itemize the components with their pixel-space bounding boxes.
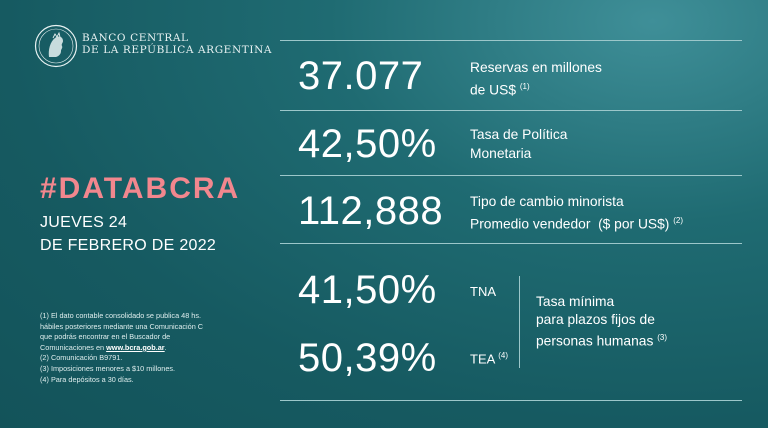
reservas-label: Reservas en millones de US$ (1): [470, 58, 602, 100]
tipo-cambio-note: (2): [673, 216, 684, 225]
bank-name: BANCO CENTRAL DE LA REPÚBLICA ARGENTINA: [82, 32, 272, 56]
divider: [280, 400, 742, 401]
tna-value: 41,50%: [298, 268, 437, 312]
plazo-fijo-line2: para plazos fijos de: [536, 312, 655, 327]
date-line1: JUEVES 24: [40, 214, 128, 231]
bank-name-line2: DE LA REPÚBLICA ARGENTINA: [82, 44, 273, 56]
divider: [280, 110, 742, 111]
plazo-fijo-line3: personas humanas (3): [536, 329, 667, 351]
tasa-politica-label-line2: Monetaria: [470, 146, 532, 161]
footnote-2: (2) Comunicación B9791.: [40, 353, 123, 363]
hashtag-title: #DATABCRA: [40, 172, 241, 205]
plazo-fijo-note: (3): [657, 333, 667, 342]
tasa-politica-label: Tasa de Política Monetaria: [470, 125, 567, 163]
tipo-cambio-label-line1: Tipo de cambio minorista: [470, 194, 624, 209]
vertical-divider: [519, 276, 520, 368]
footnote-1d-text: Comunicaciones en: [40, 342, 107, 352]
footnote-1a: (1) El dato contable consolidado se publ…: [40, 311, 202, 320]
footnotes: (1) El dato contable consolidado se publ…: [40, 311, 270, 385]
date: JUEVES 24 DE FEBRERO DE 2022: [40, 211, 216, 257]
plazo-fijo-line1: Tasa mínima: [536, 294, 615, 309]
tipo-cambio-value: 112,888: [298, 189, 444, 233]
reservas-label-line1: Reservas en millones: [470, 60, 602, 75]
divider: [280, 243, 742, 244]
footnote-4: (4) Para depósitos a 30 días.: [40, 374, 134, 384]
tasa-politica-label-line1: Tasa de Política: [470, 127, 568, 142]
reservas-label-text: de US$: [470, 82, 517, 98]
date-line2: DE FEBRERO DE 2022: [40, 237, 217, 254]
footnote-3: (3) Imposiciones menores a $10 millones.: [40, 363, 176, 373]
footnote-1b: hábiles posteriores mediante una Comunic…: [40, 321, 204, 331]
divider: [280, 175, 742, 176]
reservas-note: (1): [519, 82, 530, 91]
tea-label-text: TEA: [470, 351, 495, 367]
footnote-1d-end: .: [164, 342, 167, 352]
footnote-1c: que podrás encontrar en el Buscador de: [40, 332, 171, 342]
bcra-website-link[interactable]: www.bcra.gob.ar: [106, 342, 165, 352]
plazo-fijo-line3-text: personas humanas: [536, 333, 654, 349]
divider: [280, 40, 742, 41]
plazo-fijo-label: Tasa mínima para plazos fijos de persona…: [536, 293, 667, 351]
tea-label: TEA (4): [470, 351, 508, 366]
bank-name-line1: BANCO CENTRAL: [82, 32, 189, 44]
tipo-cambio-label-line2: Promedio vendedor ($ por US$) (2): [470, 211, 683, 234]
bcra-seal-icon: [34, 24, 78, 68]
footnote-1d: Comunicaciones en www.bcra.gob.ar.: [40, 343, 270, 354]
tea-value: 50,39%: [298, 336, 437, 380]
tasa-politica-value: 42,50%: [298, 122, 437, 166]
reservas-label-line2: de US$ (1): [470, 77, 602, 100]
tna-label: TNA: [470, 284, 496, 299]
reservas-value: 37.077: [298, 54, 424, 98]
tipo-cambio-label: Tipo de cambio minorista Promedio vended…: [470, 192, 683, 234]
tipo-cambio-label-text: Promedio vendedor ($ por US$): [470, 216, 670, 232]
tea-note: (4): [498, 351, 508, 360]
